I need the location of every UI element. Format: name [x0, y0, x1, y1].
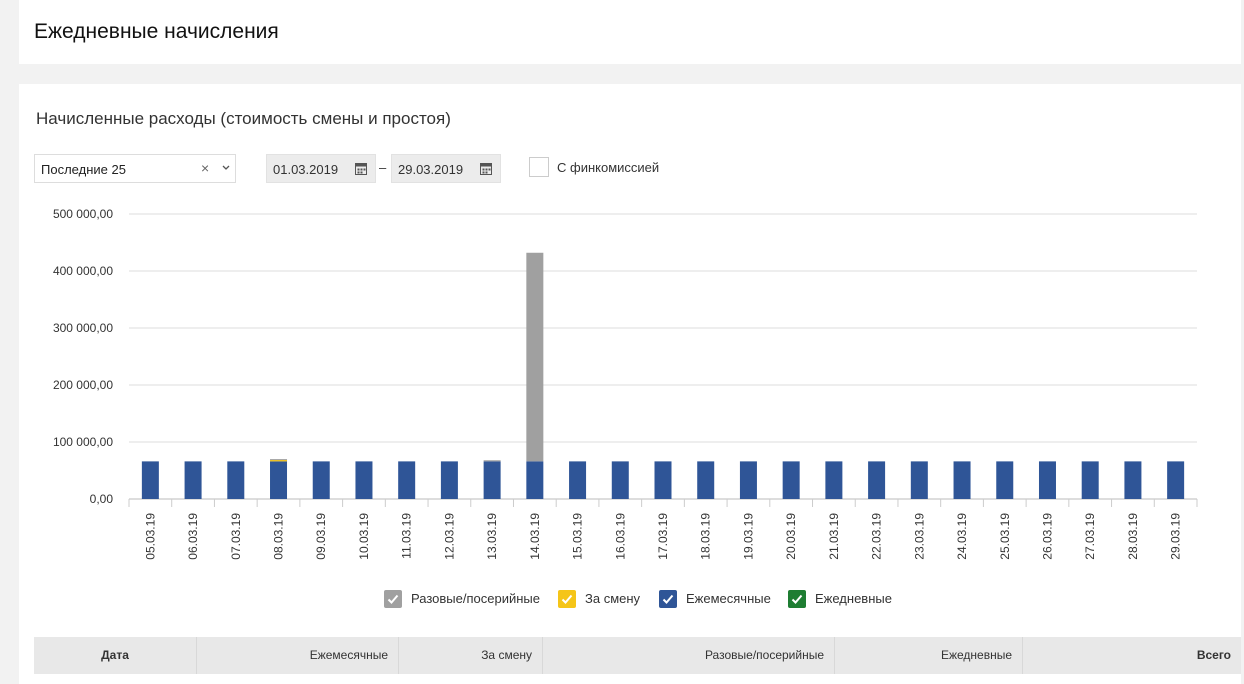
page-title: Ежедневные начисления — [34, 20, 279, 43]
date-from-value: 01.03.2019 — [273, 162, 339, 177]
y-tick-label: 100 000,00 — [53, 435, 113, 449]
bar-segment — [398, 461, 416, 499]
x-tick-label: 13.03.19 — [485, 513, 499, 560]
x-tick-label: 28.03.19 — [1126, 513, 1140, 560]
x-tick-label: 21.03.19 — [827, 513, 841, 560]
x-tick-label: 14.03.19 — [528, 513, 542, 560]
bar-segment — [1167, 461, 1185, 499]
x-tick-label: 12.03.19 — [442, 513, 456, 560]
x-tick-label: 29.03.19 — [1169, 513, 1183, 560]
bar-segment — [483, 461, 501, 499]
column-header-per-shift[interactable]: За смену — [399, 637, 543, 674]
legend-check-icon[interactable] — [558, 590, 576, 608]
bar-segment — [1124, 461, 1142, 499]
legend-check-icon[interactable] — [384, 590, 402, 608]
bar-segment — [270, 461, 288, 499]
x-tick-label: 22.03.19 — [870, 513, 884, 560]
bar-segment — [1081, 461, 1099, 499]
bar-segment — [483, 460, 501, 462]
x-tick-label: 20.03.19 — [784, 513, 798, 560]
x-tick-label: 24.03.19 — [955, 513, 969, 560]
finance-commission-label: С финкомиссией — [557, 160, 660, 175]
bar-segment — [184, 461, 202, 499]
date-range-separator: – — [379, 160, 387, 175]
column-header-total[interactable]: Всего — [1196, 648, 1231, 662]
bar-segment — [141, 461, 159, 499]
bar-segment — [569, 461, 587, 499]
bar-segment — [910, 461, 928, 499]
legend-label: Ежемесячные — [686, 591, 771, 606]
bar-segment — [611, 461, 629, 499]
x-tick-label: 17.03.19 — [656, 513, 670, 560]
header-card: Ежедневные начисления — [19, 0, 1241, 64]
column-header-monthly[interactable]: Ежемесячные — [197, 637, 399, 674]
table-header: Дата Ежемесячные За смену Разовые/посери… — [34, 637, 1241, 675]
bar-segment — [739, 461, 757, 499]
section-title: Начисленные расходы (стоимость смены и п… — [36, 109, 451, 128]
x-tick-label: 16.03.19 — [613, 513, 627, 560]
legend-check-icon[interactable] — [659, 590, 677, 608]
x-tick-label: 05.03.19 — [143, 513, 157, 560]
bar-segment — [440, 461, 458, 499]
bar-segment — [526, 461, 544, 499]
bar-segment — [312, 461, 330, 499]
x-tick-label: 23.03.19 — [912, 513, 926, 560]
x-tick-label: 10.03.19 — [357, 513, 371, 560]
bar-segment — [270, 459, 288, 462]
bar-segment — [996, 461, 1014, 499]
date-from-input[interactable]: 01.03.2019 — [266, 154, 376, 183]
x-tick-label: 08.03.19 — [272, 513, 286, 560]
x-tick-label: 26.03.19 — [1040, 513, 1054, 560]
bar-segment — [697, 461, 715, 499]
x-tick-label: 18.03.19 — [699, 513, 713, 560]
y-tick-label: 200 000,00 — [53, 378, 113, 392]
bar-segment — [782, 461, 800, 499]
legend-label: За смену — [585, 591, 641, 606]
x-tick-label: 25.03.19 — [998, 513, 1012, 560]
period-select-value: Последние 25 — [41, 162, 126, 177]
legend-label: Ежедневные — [815, 591, 892, 606]
legend-label: Разовые/посерийные — [411, 591, 540, 606]
legend-check-icon[interactable] — [788, 590, 806, 608]
calendar-icon[interactable] — [355, 162, 367, 175]
clear-icon[interactable]: × — [201, 160, 210, 176]
chevron-down-icon[interactable] — [221, 161, 231, 175]
x-tick-label: 15.03.19 — [571, 513, 585, 560]
date-to-value: 29.03.2019 — [398, 162, 464, 177]
x-tick-label: 19.03.19 — [741, 513, 755, 560]
y-tick-label: 300 000,00 — [53, 321, 113, 335]
period-select[interactable]: Последние 25 × — [34, 154, 236, 183]
y-tick-label: 0,00 — [90, 492, 114, 506]
calendar-icon[interactable] — [480, 162, 492, 175]
x-tick-label: 06.03.19 — [186, 513, 200, 560]
table-row — [34, 674, 1241, 684]
x-tick-label: 27.03.19 — [1083, 513, 1097, 560]
bar-segment — [654, 461, 672, 499]
bar-segment — [227, 461, 245, 499]
y-tick-label: 400 000,00 — [53, 264, 113, 278]
bar-segment — [953, 461, 971, 499]
date-to-input[interactable]: 29.03.2019 — [391, 154, 501, 183]
accruals-chart: 0,00 100 000,00 200 000,00 300 000,00 400 00… — [53, 207, 1198, 560]
column-header-daily[interactable]: Ежедневные — [835, 637, 1023, 674]
y-tick-label: 500 000,00 — [53, 207, 113, 221]
x-tick-label: 11.03.19 — [400, 513, 414, 559]
column-header-one-time[interactable]: Разовые/посерийные — [543, 637, 835, 674]
bar-segment — [270, 459, 288, 461]
finance-commission-checkbox[interactable] — [529, 157, 549, 177]
column-header-date[interactable]: Дата — [34, 637, 197, 674]
bar-segment — [355, 461, 373, 499]
x-tick-label: 09.03.19 — [314, 513, 328, 560]
bar-segment — [526, 252, 544, 462]
bar-segment — [825, 461, 843, 499]
main-card: Начисленные расходы (стоимость смены и п… — [19, 84, 1241, 684]
x-tick-label: 07.03.19 — [229, 513, 243, 560]
bar-segment — [1038, 461, 1056, 499]
bar-segment — [868, 461, 886, 499]
